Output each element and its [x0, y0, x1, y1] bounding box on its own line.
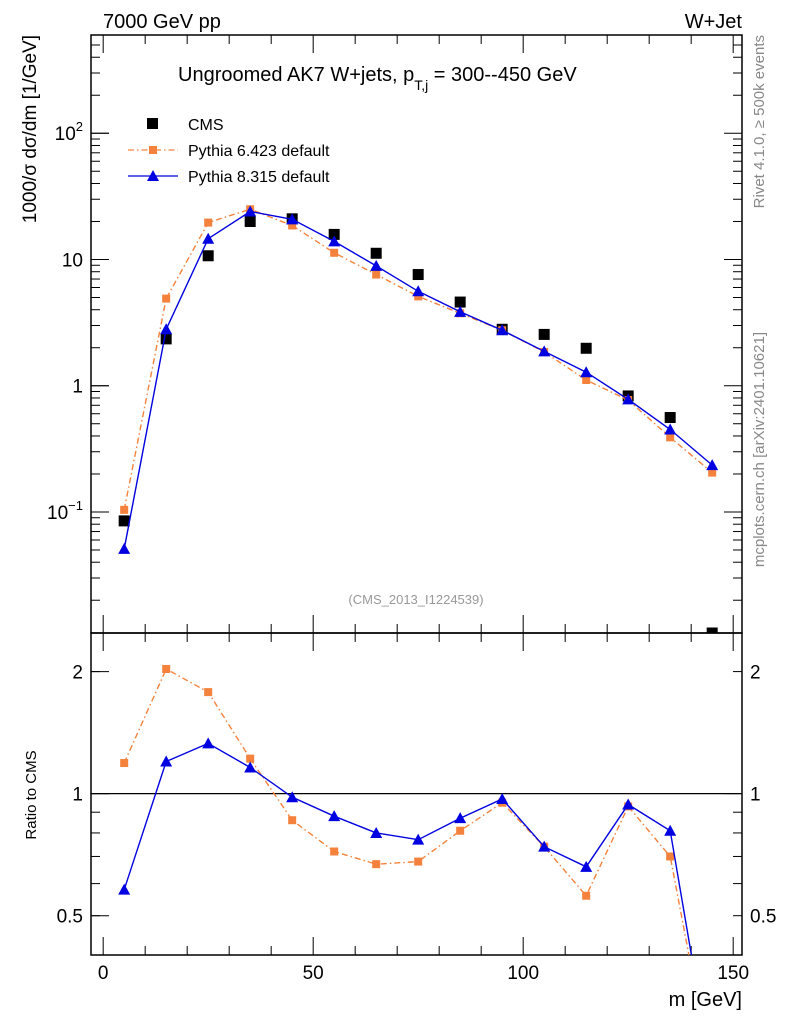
p8-point [622, 393, 635, 405]
y-axis-label-main: 1000/σ dσ/dm [1/GeV] [20, 35, 41, 223]
p6-point [708, 468, 717, 477]
p8-point [328, 235, 341, 247]
p6-point [414, 292, 423, 301]
p6-point [288, 816, 297, 825]
p6-point [204, 218, 213, 227]
p8-point [118, 883, 131, 895]
x-axis-label: m [GeV] [669, 989, 742, 1011]
watermark: (CMS_2013_I1224539) [348, 592, 483, 607]
cms-point [370, 247, 382, 259]
cms-point [538, 328, 550, 340]
p8-point [454, 812, 467, 824]
p8-point [580, 366, 593, 378]
p8-point [202, 232, 215, 244]
p8-point [454, 305, 467, 317]
p8-point [286, 791, 299, 803]
p8-line [123, 210, 713, 550]
y-tick-label: 10 [62, 250, 83, 271]
p8-point [706, 459, 719, 471]
p8-point [244, 205, 257, 217]
p6-line [123, 668, 690, 955]
legend: CMS Pythia 6.423 default Pythia 8.315 de… [128, 117, 330, 186]
x-tick-label: 0 [98, 963, 109, 984]
cms-point [412, 269, 424, 281]
legend-p8-label: Pythia 8.315 default [188, 169, 330, 186]
cms-point [328, 228, 340, 240]
rivet-version-text: Rivet 4.1.0, ≥ 500k events [751, 35, 768, 208]
p6-point [372, 860, 381, 869]
p6-point [666, 852, 675, 861]
p8-point [412, 833, 425, 845]
p8-point [496, 324, 509, 336]
legend-p8-marker [147, 170, 159, 181]
p8-point [244, 761, 257, 773]
p8-line [123, 742, 693, 955]
p6-point [162, 664, 171, 673]
p6-point [666, 433, 675, 442]
x-tick-label: 100 [507, 963, 539, 984]
y-tick-label: 10−1 [47, 498, 83, 524]
p6-point [582, 891, 591, 900]
p8-point [160, 323, 173, 335]
p8-point [664, 423, 677, 435]
y-tick-label-right: 1 [750, 785, 761, 806]
y-tick-label: 1 [72, 785, 83, 806]
header-right: W+Jet [685, 11, 743, 33]
cms-point [664, 412, 676, 424]
cms-point [706, 627, 718, 633]
p8-point [538, 840, 551, 852]
p8-point [496, 793, 509, 805]
p6-point [162, 294, 171, 303]
x-tick-label: 150 [717, 963, 749, 984]
cms-point [244, 215, 256, 227]
mcplots-text: mcplots.cern.ch [arXiv:2401.10621] [751, 332, 768, 567]
legend-cms-marker [147, 118, 158, 129]
cms-point [580, 342, 592, 354]
cms-point [160, 333, 172, 345]
p8-point [580, 860, 593, 872]
cms-point [454, 296, 466, 308]
p6-point [246, 754, 255, 763]
header-left: 7000 GeV pp [103, 11, 221, 33]
y-axis-label-ratio: Ratio to CMS [23, 750, 40, 839]
y-tick-label: 1 [72, 377, 83, 398]
p6-point [414, 857, 423, 866]
ratio-data-marks [118, 664, 693, 955]
legend-p6-marker [149, 146, 157, 154]
p8-point [412, 285, 425, 297]
p6-point [120, 759, 129, 768]
p8-point [202, 737, 215, 749]
p6-point [330, 248, 339, 257]
main-data-marks [118, 205, 719, 633]
p6-point [204, 688, 213, 697]
p8-point [370, 826, 383, 838]
p8-point [538, 345, 551, 357]
p8-point [664, 824, 677, 836]
cms-point [118, 515, 130, 527]
y-tick-label: 2 [72, 663, 83, 684]
legend-p6-label: Pythia 6.423 default [188, 143, 330, 160]
p8-point [328, 810, 341, 822]
p8-point [160, 755, 173, 767]
p8-point [286, 213, 299, 225]
y-tick-label-right: 0.5 [750, 907, 776, 928]
p6-point [120, 505, 129, 514]
ratio-panel: 0.5 0.5 1 1 2 2 0 50 100 150 [57, 632, 776, 984]
y-tick-label-right: 2 [750, 663, 761, 684]
cms-point [202, 250, 214, 262]
p8-point [118, 542, 131, 554]
p8-point [370, 259, 383, 271]
chart-title: Ungroomed AK7 W+jets, pT,j = 300--450 Ge… [178, 64, 577, 93]
p8-point [622, 798, 635, 810]
y-tick-label: 102 [55, 119, 83, 145]
x-tick-label: 50 [303, 963, 324, 984]
legend-cms-label: CMS [188, 117, 224, 134]
p6-point [372, 270, 381, 279]
p6-point [456, 826, 465, 835]
p6-point [288, 221, 297, 230]
p6-point [330, 847, 339, 856]
p6-point [582, 376, 591, 385]
y-tick-label: 0.5 [57, 907, 83, 928]
